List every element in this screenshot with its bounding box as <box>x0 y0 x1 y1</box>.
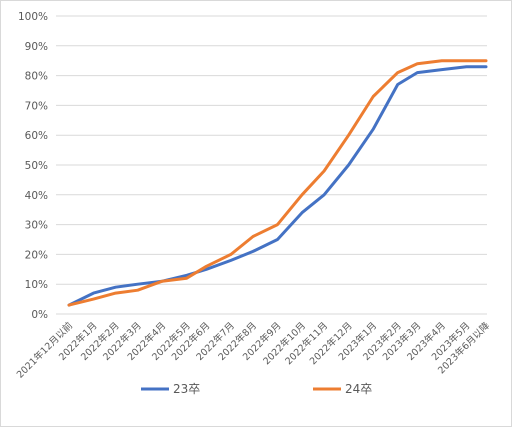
y-tick-label: 40% <box>25 190 48 202</box>
x-axis-ticks: 2021年12月以前2022年1月2022年2月2022年3月2022年4月20… <box>14 319 492 380</box>
y-tick-label: 20% <box>25 249 48 261</box>
grid-lines <box>56 15 487 315</box>
series-line-1 <box>67 65 488 307</box>
y-tick-label: 100% <box>18 11 48 23</box>
y-tick-label: 60% <box>25 130 48 142</box>
legend-label-2: 24卒 <box>345 382 372 396</box>
y-tick-label: 70% <box>25 100 48 112</box>
y-tick-label: 10% <box>25 279 48 291</box>
series-lines <box>67 59 488 307</box>
y-axis-ticks: 0% 10% 20% 30% 40% 50% 60% 70% 80% 90% 100% <box>18 11 48 321</box>
y-tick-label: 50% <box>25 160 48 172</box>
legend: 23卒 24卒 <box>141 382 372 396</box>
y-tick-label: 90% <box>25 41 48 53</box>
series-line-2 <box>67 59 488 307</box>
y-tick-label: 30% <box>25 220 48 232</box>
y-tick-label: 0% <box>31 309 48 321</box>
y-tick-label: 80% <box>25 71 48 83</box>
legend-label-1: 23卒 <box>173 382 200 396</box>
